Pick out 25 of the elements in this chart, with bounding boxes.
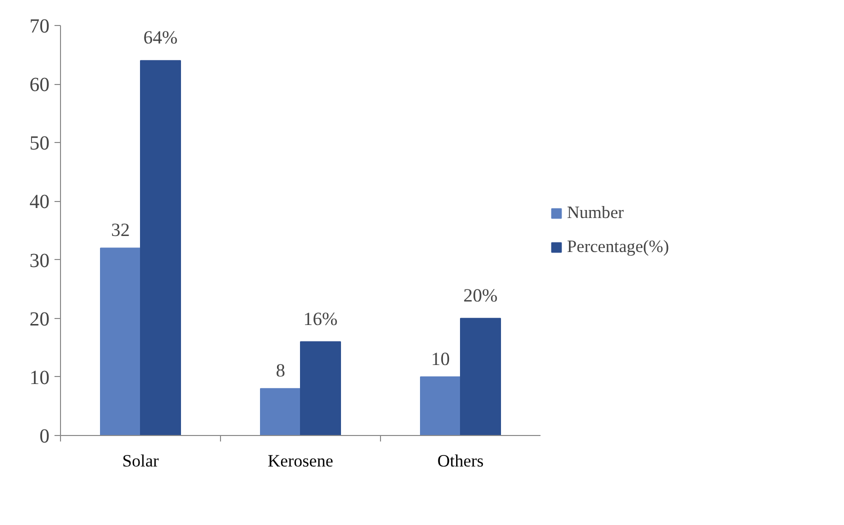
y-tick-label: 10 [30,366,50,389]
y-tick-label: 50 [30,132,50,155]
y-tick-label: 30 [30,250,50,272]
data-label: 32 [111,220,130,242]
legend-label: Percentage(%) [567,237,669,257]
bar [460,318,501,436]
data-label: 8 [276,360,286,382]
y-tick-label: 60 [30,74,50,96]
bar [140,60,181,436]
legend-label: Number [567,203,624,223]
data-label: 10 [431,348,450,370]
bar [260,388,301,436]
data-label: 64% [143,28,178,49]
bar [300,341,341,436]
y-tick-label: 70 [30,16,50,38]
bar [420,376,461,436]
x-tick-label: Solar [122,452,160,470]
y-tick-label: 40 [30,191,50,214]
bar [100,248,141,436]
y-tick-label: 0 [40,426,50,448]
data-label: 16% [303,308,338,330]
x-tick-label: Kerosene [268,452,334,470]
y-tick-label: 20 [30,308,50,330]
data-label: 20% [463,285,498,306]
x-tick-label: Others [437,452,484,470]
